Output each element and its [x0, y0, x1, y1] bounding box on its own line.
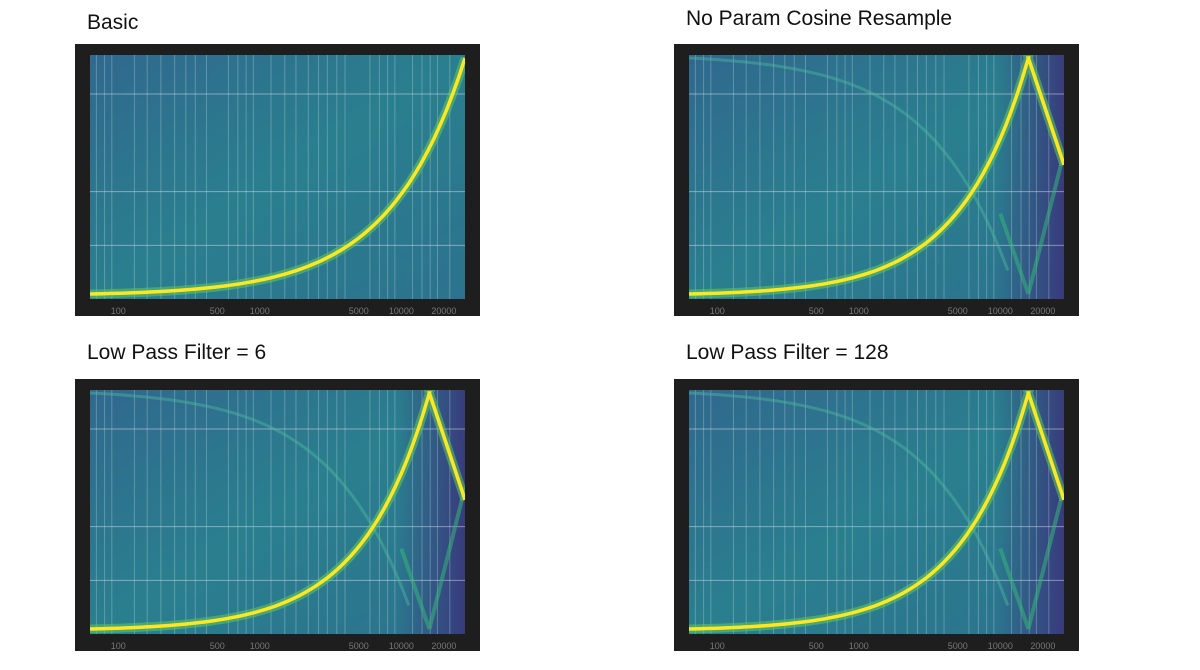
x-tick-label: 20000: [431, 641, 456, 651]
faint-alias: [90, 391, 411, 606]
curve: [90, 391, 465, 631]
spectrogram: 100 500 1000 5000 10000 20000: [75, 379, 480, 651]
faint-alias: [689, 391, 1010, 606]
x-tick-label: 1000: [250, 641, 270, 651]
x-tick-label: 100: [710, 306, 725, 316]
x-tick-label: 500: [210, 306, 225, 316]
edge-shade: [996, 390, 1064, 634]
plot-area: [689, 55, 1064, 299]
curve: [689, 56, 1064, 296]
spectrogram: 100 500 1000 5000 10000 20000: [75, 44, 480, 316]
curve: [90, 57, 465, 296]
x-tick-label: 500: [809, 641, 824, 651]
x-tick-label: 5000: [349, 306, 369, 316]
panel-title: Low Pass Filter = 128: [686, 341, 889, 364]
x-tick-label: 20000: [431, 306, 456, 316]
x-tick-label: 20000: [1030, 641, 1055, 651]
x-tick-label: 500: [809, 306, 824, 316]
x-tick-label: 5000: [948, 306, 968, 316]
edge-shade: [996, 55, 1064, 299]
spectrogram: 100 500 1000 5000 10000 20000: [674, 379, 1079, 651]
x-tick-label: 500: [210, 641, 225, 651]
x-tick-label: 10000: [389, 641, 414, 651]
edge-shade: [397, 390, 465, 634]
x-tick-label: 5000: [948, 641, 968, 651]
x-tick-label: 100: [710, 641, 725, 651]
plot-area: [689, 390, 1064, 634]
x-tick-label: 20000: [1030, 306, 1055, 316]
spectrogram: 100 500 1000 5000 10000 20000: [674, 44, 1079, 316]
panel-title: Basic: [87, 11, 138, 34]
x-tick-label: 10000: [988, 641, 1013, 651]
background: [90, 55, 465, 299]
x-tick-label: 1000: [849, 306, 869, 316]
x-tick-label: 10000: [389, 306, 414, 316]
curve: [689, 391, 1064, 631]
panel-title: Low Pass Filter = 6: [87, 341, 266, 364]
plot-area: [90, 390, 465, 634]
x-tick-label: 100: [111, 306, 126, 316]
x-tick-label: 5000: [349, 641, 369, 651]
plot-area: [90, 55, 465, 299]
faint-alias: [689, 56, 1010, 271]
x-tick-label: 10000: [988, 306, 1013, 316]
x-tick-label: 100: [111, 641, 126, 651]
x-tick-label: 1000: [250, 306, 270, 316]
panel-title: No Param Cosine Resample: [686, 7, 952, 30]
x-tick-label: 1000: [849, 641, 869, 651]
